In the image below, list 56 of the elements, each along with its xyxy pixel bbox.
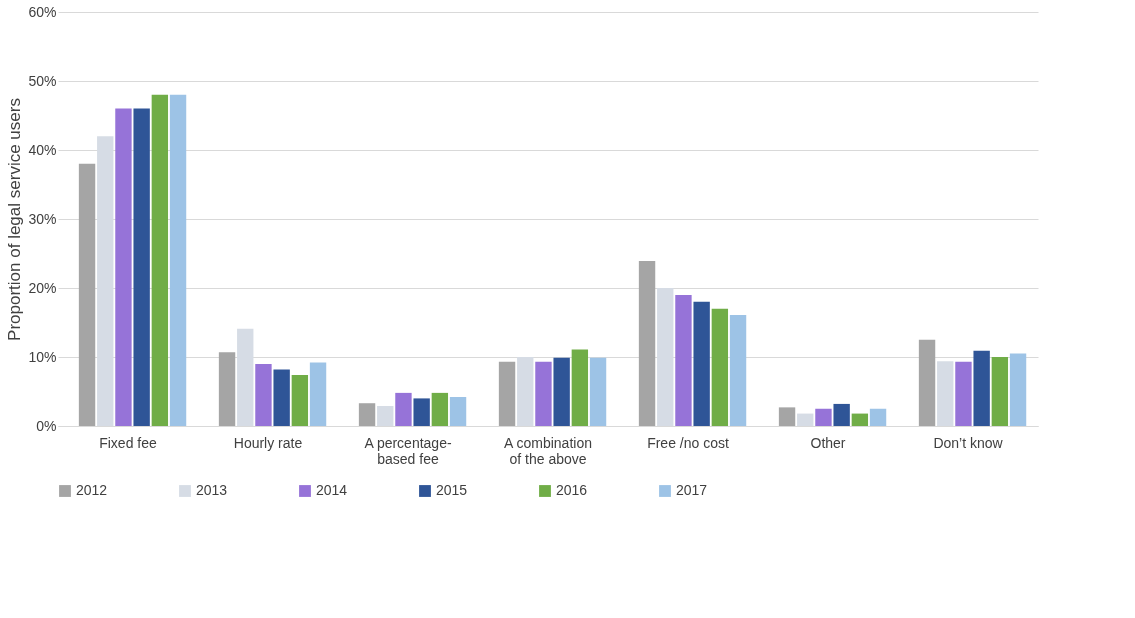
bar xyxy=(833,403,850,426)
bar xyxy=(291,374,309,426)
y-tick-label: 50% xyxy=(28,72,57,89)
y-tick-label: 40% xyxy=(28,141,57,158)
bar xyxy=(169,94,187,426)
y-tick-label: 10% xyxy=(28,348,57,365)
x-tick-label: Free /no cost xyxy=(647,434,729,451)
bar xyxy=(431,392,449,426)
legend-label: 2013 xyxy=(196,482,228,498)
bar xyxy=(218,352,236,426)
y-tick-label: 20% xyxy=(28,279,57,296)
bar xyxy=(413,398,430,426)
bar xyxy=(553,357,570,426)
bar xyxy=(675,294,692,426)
x-tick-label: A percentage-based fee xyxy=(364,434,452,467)
bar xyxy=(973,350,990,426)
bar xyxy=(711,308,729,426)
bar xyxy=(273,369,290,426)
bar xyxy=(571,349,589,426)
x-tick-label: Fixed fee xyxy=(99,434,157,451)
bar xyxy=(638,261,656,426)
bar xyxy=(918,339,936,426)
x-tick-label: Don’t know xyxy=(933,434,1004,451)
bar xyxy=(358,403,376,426)
bar xyxy=(151,94,169,426)
bar xyxy=(955,361,972,426)
bar xyxy=(693,301,710,426)
bar xyxy=(1009,353,1027,426)
bar xyxy=(133,108,150,426)
y-tick-label: 30% xyxy=(28,210,57,227)
legend-label: 2016 xyxy=(556,482,588,498)
legend-label: 2014 xyxy=(316,482,348,498)
bar xyxy=(851,413,869,426)
bar xyxy=(78,163,96,426)
y-axis-title: Proportion of legal service users xyxy=(5,98,25,341)
bar xyxy=(449,397,467,426)
bar xyxy=(115,108,132,426)
legend-label: 2012 xyxy=(76,482,108,498)
bar xyxy=(869,408,887,426)
bar xyxy=(255,363,272,426)
legend-label: 2015 xyxy=(436,482,468,498)
y-tick-label: 60% xyxy=(28,3,57,20)
bar xyxy=(589,357,607,426)
bar xyxy=(309,362,327,426)
x-tick-label: Hourly rate xyxy=(233,434,303,451)
bar xyxy=(535,361,552,426)
x-tick-label: Other xyxy=(810,434,846,451)
bar xyxy=(815,408,832,426)
legend-label: 2017 xyxy=(676,482,708,498)
y-tick-label: 0% xyxy=(36,417,57,434)
bar xyxy=(395,392,412,426)
bar xyxy=(729,314,747,426)
bar xyxy=(498,361,516,426)
bar xyxy=(991,357,1009,426)
bar xyxy=(778,407,796,426)
x-tick-label: A combination of the above xyxy=(504,434,592,467)
